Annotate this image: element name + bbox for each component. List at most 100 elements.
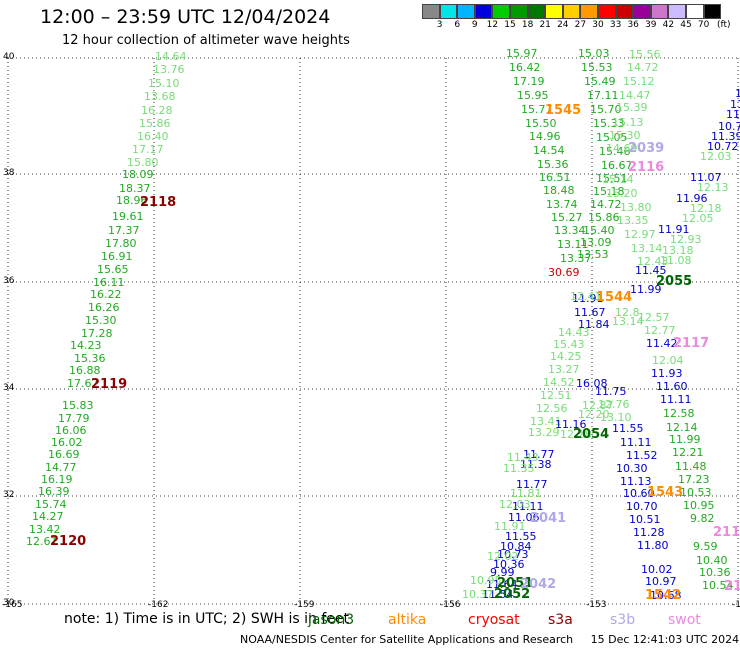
- wave-height-value: 15.86: [139, 117, 171, 130]
- wave-height-value: 18.48: [543, 184, 575, 197]
- legend-swatch: [615, 4, 634, 19]
- wave-height-value: 12.87: [582, 399, 614, 412]
- wave-height-value: 12.13: [697, 181, 729, 194]
- pass-time-marker: 1542: [645, 588, 681, 603]
- wave-height-value: 11.80: [637, 539, 669, 552]
- wave-height-value: 11.91: [658, 223, 690, 236]
- pass-time-marker: 2055: [656, 274, 692, 289]
- wave-height-value: 10.36: [699, 566, 731, 579]
- timestamp: 15 Dec 12:41:03 UTC 2024: [590, 633, 740, 646]
- pass-time-marker: 2119: [91, 377, 127, 392]
- wave-height-value: 15.65: [97, 263, 129, 276]
- legend-label: 39: [645, 20, 657, 30]
- wave-height-value: 12.04: [652, 354, 684, 367]
- altimeter-tracks: 14.6413.7615.1013.6816.2815.8616.4017.17…: [26, 47, 740, 602]
- legend-label: 6: [454, 20, 461, 30]
- satellite-label-cryosat: cryosat: [468, 612, 520, 628]
- wave-height-value: 15.12: [623, 75, 655, 88]
- wave-height-value: 15.40: [583, 224, 615, 237]
- wave-height-value: 15.13: [612, 116, 644, 129]
- wave-height-value: 16.28: [141, 104, 173, 117]
- wave-height-value: 17.11: [587, 89, 619, 102]
- wave-height-value: 11.3: [730, 98, 740, 111]
- pass-time-marker: 2120: [50, 534, 86, 549]
- wave-height-value: 11.75: [595, 385, 627, 398]
- legend-label: 36: [627, 20, 639, 30]
- wave-height-value: 11.33: [726, 108, 740, 121]
- wave-height-value: 11.84: [578, 318, 610, 331]
- pass-time-marker: 2039: [628, 141, 664, 156]
- wave-height-value: 14.72: [627, 61, 659, 74]
- wave-height-value: 14.27: [32, 510, 64, 523]
- wave-height-value: 12.03: [700, 150, 732, 163]
- wave-height-value: 19.61: [112, 210, 144, 223]
- legend-label: 12: [486, 20, 499, 30]
- wave-height-value: 14.43: [558, 326, 590, 339]
- wave-height-value: 11.55: [505, 530, 537, 543]
- footer-note: note: 1) Time is in UTC; 2) SWH is in fe…: [64, 611, 350, 627]
- pass-time-marker: 2051: [497, 576, 533, 591]
- wave-height-value: 18.09: [122, 168, 154, 181]
- wave-height-value: 11.42: [646, 337, 678, 350]
- wave-height-value: 15.97: [506, 47, 538, 60]
- pass-time-marker: 21: [724, 579, 740, 594]
- color-legend-labels: 3 6 9 12 15 18 21 24 27 30 33 36 39 42 45 70: [422, 20, 732, 34]
- wave-height-value: 14.23: [70, 339, 102, 352]
- wave-height-value: 16.67: [601, 159, 633, 172]
- wave-height-value: 15.18: [593, 185, 625, 198]
- wave-height-value: 13.41: [530, 415, 562, 428]
- pass-time-marker: 1545: [545, 103, 581, 118]
- wave-height-value: 15.36: [537, 158, 569, 171]
- wave-height-value: 14.52: [543, 376, 575, 389]
- latitude-tick-label: 40: [3, 52, 15, 62]
- wave-height-value: 12.20: [578, 408, 610, 421]
- legend-swatch: [527, 4, 546, 19]
- legend-swatch: [474, 4, 493, 19]
- wave-height-value: 10.84: [500, 540, 532, 553]
- longitude-tick-label: -159: [294, 600, 315, 610]
- latitude-tick-label: 36: [3, 276, 15, 286]
- wave-height-value: 11.96: [676, 192, 708, 205]
- wave-height-value: 11.: [735, 87, 740, 100]
- wave-height-value: 15.27: [551, 211, 583, 224]
- satellite-label-s3b: s3b: [610, 612, 636, 628]
- wave-height-value: 11.13: [620, 475, 652, 488]
- pass-time-marker: 1544: [596, 290, 632, 305]
- wave-height-value: 14.47: [619, 89, 651, 102]
- wave-height-value: 15.51: [596, 172, 628, 185]
- wave-height-value: 15.33: [593, 117, 625, 130]
- legend-swatch: [492, 4, 510, 19]
- wave-height-value: 14.96: [529, 130, 561, 143]
- wave-height-value: 10.51: [629, 513, 661, 526]
- wave-height-value: 11.81: [510, 487, 542, 500]
- legend-label: 15: [504, 20, 516, 30]
- wave-height-value: 12.43: [637, 255, 669, 268]
- legend-swatch: [703, 4, 722, 19]
- pass-time-marker: 2117: [673, 336, 709, 351]
- legend-swatch: [597, 4, 616, 19]
- wave-height-value: 12.57: [638, 311, 670, 324]
- wave-height-value: 15.49: [584, 75, 616, 88]
- wave-height-value: 16.88: [69, 364, 101, 377]
- wave-height-value: 10.70: [626, 500, 658, 513]
- wave-height-value: 18.96: [116, 194, 148, 207]
- color-legend: [422, 4, 722, 19]
- wave-height-value: 9.99: [490, 566, 515, 579]
- longitude-tick-label: -150: [732, 600, 740, 610]
- pass-time-marker: 2118: [140, 195, 176, 210]
- pass-time-marker: 2116: [628, 160, 664, 175]
- pass-markers: 21182119212015452039211630.6920551544211…: [50, 103, 740, 603]
- wave-height-value: 11.91: [572, 292, 604, 305]
- wave-height-value: 11.54: [482, 588, 514, 601]
- wave-height-value: 15.56: [629, 48, 661, 61]
- wave-height-value: 10.60: [623, 487, 655, 500]
- wave-height-value: 12.58: [663, 407, 695, 420]
- wave-height-value: 18.37: [119, 182, 151, 195]
- legend-swatch: [562, 4, 581, 19]
- wave-height-value: 9.59: [693, 540, 718, 553]
- wave-height-value: 16.91: [101, 250, 133, 263]
- wave-height-value: 17.80: [105, 237, 137, 250]
- wave-height-value: 10.68: [650, 589, 682, 602]
- wave-height-value: 11.35: [503, 462, 535, 475]
- satellite-label-jason3: jason3: [308, 612, 355, 628]
